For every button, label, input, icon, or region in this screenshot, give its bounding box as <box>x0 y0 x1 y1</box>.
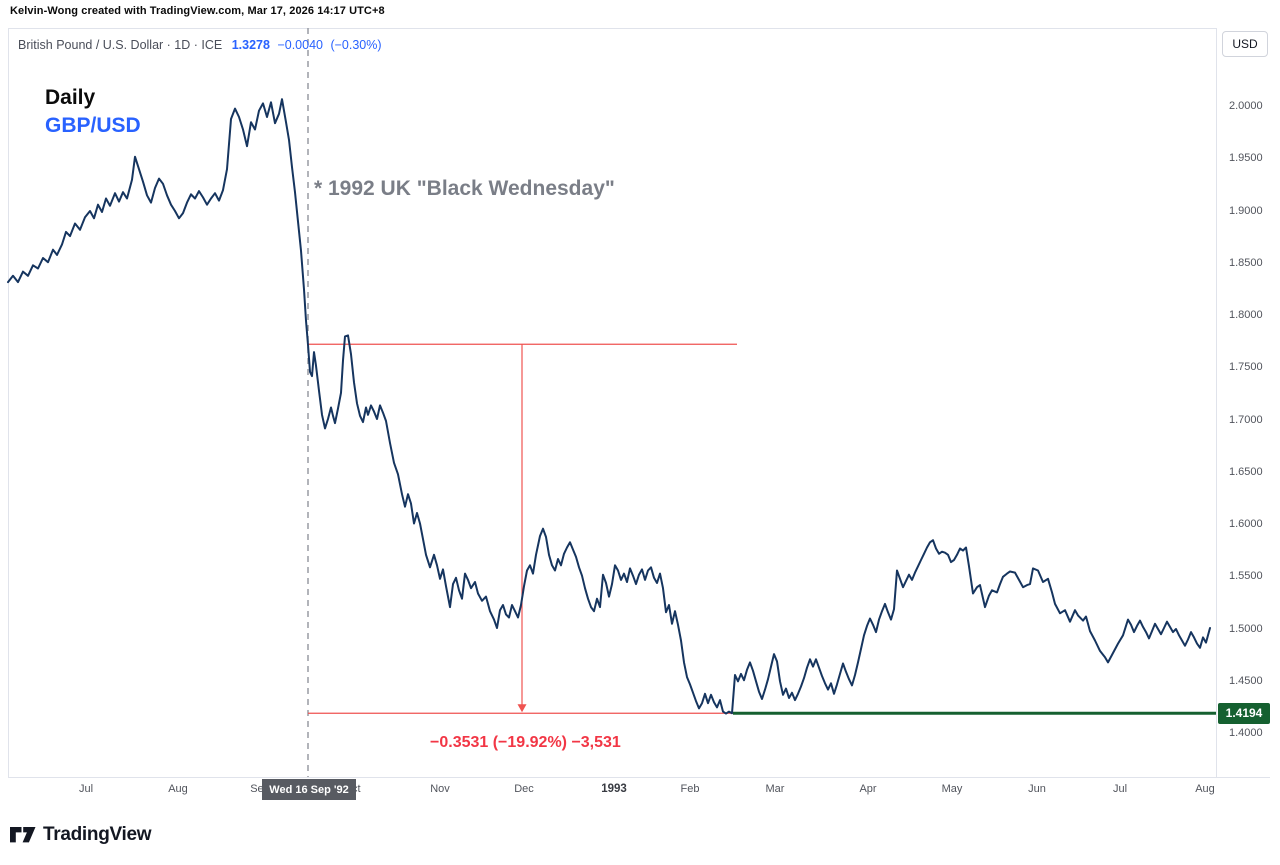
price-tick-label: 1.9000 <box>1229 204 1263 217</box>
symbol-description: British Pound / U.S. Dollar · 1D · ICE <box>18 38 223 52</box>
time-tick-label: Jun <box>1028 783 1046 795</box>
time-axis[interactable]: JulAugSepOctNovDec1993FebMarAprMayJunJul… <box>8 777 1270 800</box>
price-tick-label: 1.8500 <box>1229 256 1263 269</box>
tradingview-logo-icon <box>10 827 36 843</box>
symbol-header[interactable]: British Pound / U.S. Dollar · 1D · ICE 1… <box>18 38 382 52</box>
price-change: −0.0040 <box>277 38 323 52</box>
crosshair-date-tooltip: Wed 16 Sep '92 <box>262 779 356 800</box>
time-tick-label: 1993 <box>601 783 627 795</box>
price-tick-label: 1.9500 <box>1229 152 1263 165</box>
price-tick-label: 1.4000 <box>1229 727 1263 739</box>
last-price: 1.3278 <box>231 38 270 52</box>
price-tick-label: 1.8000 <box>1229 309 1263 321</box>
time-tick-label: Aug <box>168 783 188 795</box>
price-tick-label: 1.6000 <box>1229 518 1263 530</box>
currency-button[interactable]: USD <box>1222 31 1268 57</box>
price-axis[interactable]: 2.0000 1.9500 1.9000 1.8500 1.8000 1.7500 1.70… <box>1216 28 1270 777</box>
time-tick-label: Jul <box>78 783 94 795</box>
tradingview-logo-text: TradingView <box>43 824 152 845</box>
time-tick-label: Jul <box>1112 783 1128 795</box>
measure-arrow-icon <box>517 704 527 713</box>
price-tick-label: 1.7500 <box>1229 361 1263 374</box>
attribution-text: Kelvin-Wong created with TradingView.com… <box>10 5 385 17</box>
price-tick-label: 1.5000 <box>1229 622 1263 635</box>
measurement-label[interactable]: −0.3531 (−19.92%) −3,531 <box>430 734 621 751</box>
last-level-badge: 1.4194 <box>1218 702 1270 724</box>
time-tick-label: Feb <box>680 783 700 795</box>
time-tick-label: May <box>941 783 963 795</box>
price-tick-label: 1.5500 <box>1229 570 1263 583</box>
time-tick-label: Dec <box>514 783 534 795</box>
price-tick-label: 1.6500 <box>1229 465 1263 478</box>
time-tick-label: Apr <box>859 783 877 795</box>
tradingview-logo[interactable]: TradingView <box>10 824 152 846</box>
price-tick-label: 1.4500 <box>1229 674 1263 687</box>
time-tick-label: Mar <box>765 783 785 795</box>
time-tick-label: Nov <box>430 783 450 795</box>
pair-label: GBP/USD <box>45 114 141 137</box>
price-tick-label: 2.0000 <box>1229 100 1263 112</box>
price-tick-label: 1.7000 <box>1229 413 1263 426</box>
event-annotation[interactable]: * 1992 UK "Black Wednesday" <box>314 177 615 200</box>
price-line[interactable] <box>7 98 1211 715</box>
timeframe-label: Daily <box>45 86 96 109</box>
time-tick-label: Aug <box>1195 783 1215 795</box>
price-change-percent: (−0.30%) <box>330 38 382 52</box>
